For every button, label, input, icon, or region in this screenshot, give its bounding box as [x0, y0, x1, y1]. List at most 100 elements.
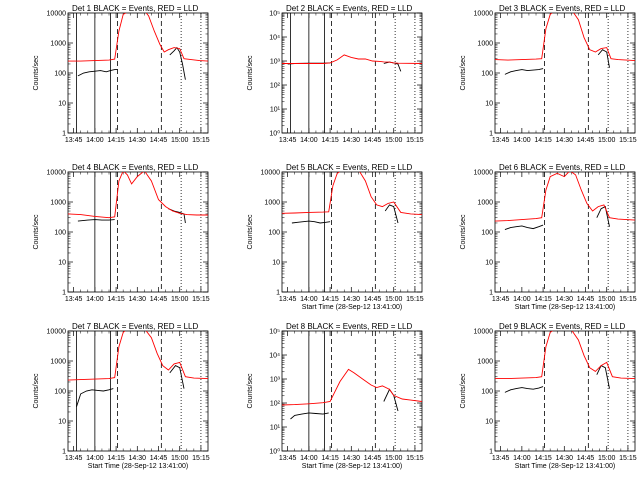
- plot-frame: [67, 330, 209, 452]
- y-axis-label: Counts/sec: [460, 373, 467, 409]
- x-tick-label: 14:15: [534, 455, 552, 462]
- y-tick-label: 100: [54, 389, 66, 396]
- y-tick-label: 10000: [47, 170, 67, 177]
- chart-panel-2: 10⁰ 10¹ 10² 10³ 10⁴ 10⁵ 13:45 14:00 14:15 14:30 14…: [247, 4, 424, 144]
- x-tick-label: 15:00: [385, 296, 403, 303]
- y-tick-label: 10: [58, 419, 66, 426]
- lld-line: [68, 172, 208, 219]
- chart-panel-3: 1 10 100 1000 10000 13:45 14:00 14:15 14:30 14:45…: [460, 4, 637, 144]
- y-tick-label: 10²: [270, 83, 281, 90]
- x-tick-label: 14:00: [300, 137, 318, 144]
- chart-title: Det 1 BLACK = Events, RED = LLD: [72, 4, 199, 13]
- y-tick-label: 1000: [50, 200, 66, 207]
- y-tick-label: 100: [481, 71, 493, 78]
- x-tick-label: 14:45: [364, 137, 382, 144]
- events-line: [76, 365, 185, 407]
- x-tick-label: 14:15: [107, 137, 125, 144]
- x-tick-label: 14:00: [513, 137, 531, 144]
- x-tick-label: 13:45: [65, 296, 83, 303]
- events-line: [291, 204, 399, 224]
- x-tick-label: 14:15: [321, 296, 339, 303]
- x-tick-label: 14:15: [107, 296, 125, 303]
- x-tick-label: 13:45: [492, 296, 510, 303]
- lld-line: [282, 172, 422, 216]
- y-tick-label: 1000: [264, 200, 280, 207]
- y-tick-label: 100: [54, 71, 66, 78]
- y-tick-label: 1: [489, 131, 493, 138]
- chart-panel-6: 1 10 100 1000 10000 13:45 14:00 14:15 14:30 14:45…: [460, 163, 637, 311]
- x-tick-label: 13:45: [279, 455, 297, 462]
- x-tick-label: 14:15: [534, 137, 552, 144]
- y-tick-label: 100: [54, 230, 66, 237]
- x-tick-label: 14:30: [556, 455, 574, 462]
- x-tick-label: 14:45: [577, 455, 595, 462]
- x-tick-label: 13:45: [279, 296, 297, 303]
- y-tick-label: 1: [489, 290, 493, 297]
- x-tick-label: 14:15: [321, 455, 339, 462]
- x-tick-label: 15:00: [385, 137, 403, 144]
- plot-frame: [281, 330, 423, 452]
- lld-line: [68, 331, 208, 381]
- y-axis-label: Counts/sec: [460, 214, 467, 250]
- y-tick-label: 1000: [477, 41, 493, 48]
- y-tick-label: 1000: [50, 41, 66, 48]
- x-tick-label: 14:45: [577, 296, 595, 303]
- x-tick-label: 14:00: [86, 296, 104, 303]
- chart-title: Det 9 BLACK = Events, RED = LLD: [499, 322, 626, 331]
- x-tick-label: 13:45: [492, 455, 510, 462]
- plot-frame: [67, 171, 209, 293]
- x-axis-label: Start Time (28-Sep-12 13:41:00): [515, 463, 615, 470]
- y-tick-label: 10: [272, 260, 280, 267]
- y-tick-label: 10000: [474, 170, 494, 177]
- chart-title: Det 7 BLACK = Events, RED = LLD: [72, 322, 199, 331]
- x-tick-label: 14:00: [300, 296, 318, 303]
- chart-panel-5: 1 10 100 1000 10000 13:45 14:00 14:15 14:30 14:45…: [247, 163, 424, 311]
- y-tick-label: 10000: [47, 329, 67, 336]
- x-tick-label: 15:15: [619, 296, 637, 303]
- y-tick-label: 10⁴: [269, 353, 280, 360]
- x-tick-label: 15:00: [171, 296, 189, 303]
- chart-panel-1: 1 10 100 1000 10000 13:45 14:00 14:15 14:30 14:45…: [33, 4, 210, 144]
- chart-panel-4: 1 10 100 1000 10000 13:45 14:00 14:15 14:30 14:45…: [33, 163, 210, 303]
- y-tick-label: 1: [489, 449, 493, 456]
- y-axis-label: Counts/sec: [247, 373, 254, 409]
- x-tick-label: 14:15: [107, 455, 125, 462]
- x-tick-label: 14:15: [534, 296, 552, 303]
- x-tick-label: 14:30: [343, 455, 361, 462]
- y-tick-label: 10: [58, 260, 66, 267]
- x-tick-label: 15:00: [598, 296, 616, 303]
- events-line: [504, 49, 610, 75]
- y-tick-label: 1000: [50, 359, 66, 366]
- lld-line: [282, 54, 422, 64]
- plot-frame: [494, 171, 636, 293]
- plot-frame: [281, 171, 423, 293]
- y-tick-label: 10⁵: [269, 11, 280, 18]
- y-tick-label: 10000: [474, 329, 494, 336]
- y-tick-label: 10²: [270, 401, 281, 408]
- x-tick-label: 15:15: [406, 137, 424, 144]
- x-tick-label: 15:00: [598, 137, 616, 144]
- y-tick-label: 10000: [474, 11, 494, 18]
- y-tick-label: 100: [481, 230, 493, 237]
- y-axis-label: Counts/sec: [460, 55, 467, 91]
- x-axis-label: Start Time (28-Sep-12 13:41:00): [88, 463, 188, 470]
- x-axis-label: Start Time (28-Sep-12 13:41:00): [302, 304, 402, 311]
- x-tick-label: 14:45: [364, 455, 382, 462]
- x-tick-label: 14:45: [150, 137, 168, 144]
- x-tick-label: 14:00: [300, 455, 318, 462]
- y-tick-label: 10⁰: [269, 130, 280, 138]
- x-tick-label: 15:15: [192, 137, 210, 144]
- lld-line: [495, 13, 635, 62]
- x-tick-label: 14:30: [129, 455, 147, 462]
- chart-title: Det 3 BLACK = Events, RED = LLD: [499, 4, 626, 13]
- lld-line: [68, 13, 208, 62]
- lld-line: [495, 172, 635, 222]
- x-tick-label: 14:30: [343, 137, 361, 144]
- x-tick-label: 15:00: [171, 455, 189, 462]
- x-axis-label: Start Time (28-Sep-12 13:41:00): [302, 463, 402, 470]
- y-tick-label: 10: [485, 260, 493, 267]
- chart-panel-9: 1 10 100 1000 10000 13:45 14:00 14:15 14:30 14:45…: [460, 322, 637, 470]
- y-tick-label: 10¹: [270, 425, 281, 432]
- y-axis-label: Counts/sec: [247, 214, 254, 250]
